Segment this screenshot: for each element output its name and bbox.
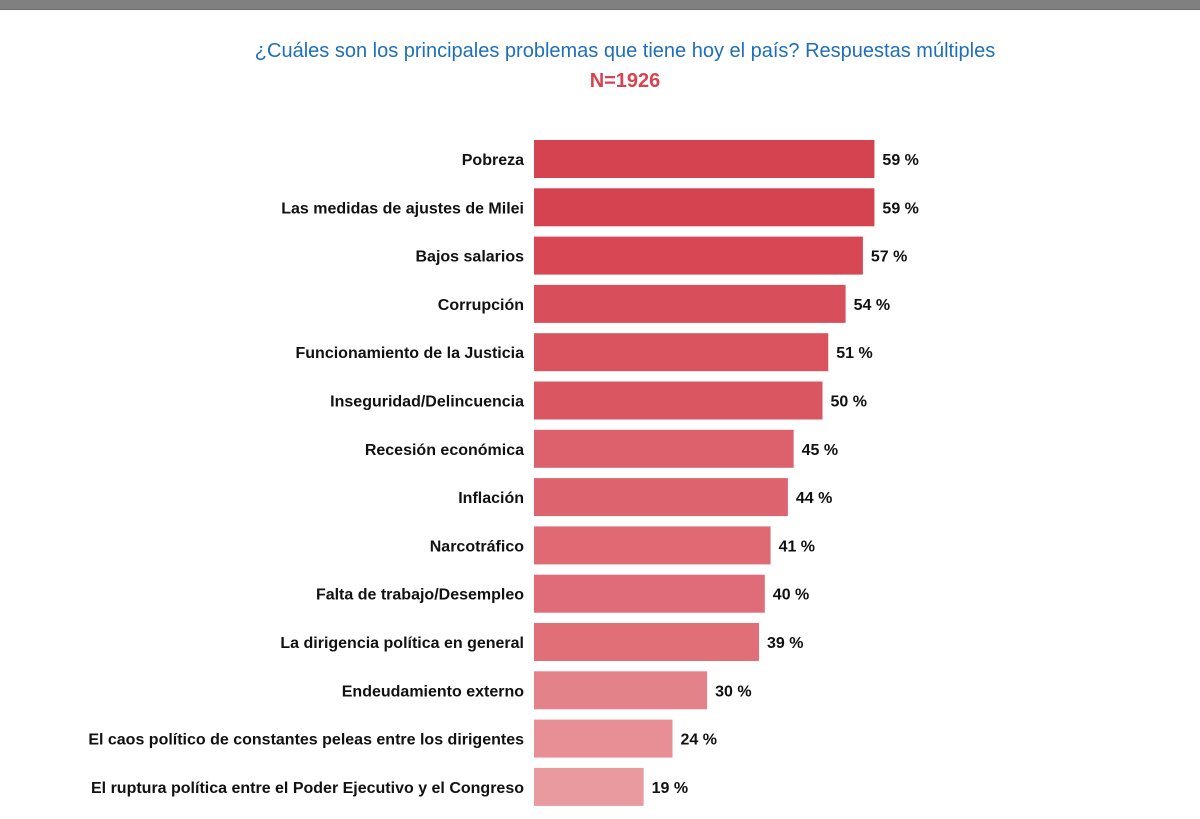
bar-group: Recesión económica 45 % bbox=[365, 429, 838, 468]
value-label: 59 % bbox=[882, 200, 918, 217]
bar bbox=[534, 623, 760, 661]
category-label: Pobreza bbox=[462, 152, 524, 169]
category-label: Narcotráfico bbox=[430, 538, 524, 555]
value-label: 19 % bbox=[652, 780, 688, 797]
value-label: 41 % bbox=[779, 538, 815, 555]
bar bbox=[534, 671, 708, 710]
category-label: Funcionamiento de la Justicia bbox=[296, 345, 525, 362]
bar bbox=[534, 526, 771, 565]
bar-group: Inflación 44 % bbox=[458, 478, 832, 517]
value-label: 51 % bbox=[836, 345, 872, 362]
value-label: 59 % bbox=[882, 152, 918, 169]
bar-group: Las medidas de ajustes de Milei 59 % bbox=[281, 188, 919, 227]
category-label: Endeudamiento externo bbox=[342, 683, 524, 700]
bar-group: Bajos salarios 57 % bbox=[416, 236, 907, 275]
bar bbox=[534, 429, 794, 468]
bar-group: Funcionamiento de la Justicia 51 % bbox=[296, 333, 873, 372]
value-label: 30 % bbox=[715, 683, 751, 700]
category-label: Bajos salarios bbox=[416, 249, 525, 266]
category-label: El ruptura política entre el Poder Ejecu… bbox=[91, 780, 524, 797]
value-label: 24 % bbox=[680, 732, 716, 749]
category-label: El caos político de constantes peleas en… bbox=[88, 732, 524, 749]
category-label: Recesión económica bbox=[365, 442, 524, 459]
bar-group: La dirigencia política en general 39 % bbox=[280, 623, 803, 661]
bar-group: Inseguridad/Delincuencia 50 % bbox=[330, 381, 867, 420]
value-label: 50 % bbox=[831, 394, 867, 411]
bar bbox=[534, 478, 788, 517]
bar-group: Endeudamiento externo 30 % bbox=[342, 671, 752, 710]
value-label: 54 % bbox=[854, 297, 890, 314]
bar bbox=[534, 381, 823, 420]
category-label: Corrupción bbox=[438, 297, 524, 314]
bar bbox=[534, 188, 875, 227]
value-label: 39 % bbox=[767, 635, 803, 652]
chart-title: ¿Cuáles son los principales problemas qu… bbox=[254, 40, 996, 62]
category-label: Falta de trabajo/Desempleo bbox=[316, 587, 524, 604]
bar-group: Corrupción 54 % bbox=[438, 284, 890, 323]
value-label: 40 % bbox=[773, 587, 809, 604]
category-label: Inflación bbox=[458, 490, 524, 507]
bar bbox=[534, 284, 846, 323]
category-label: La dirigencia política en general bbox=[280, 635, 524, 652]
chart-subtitle: N=1926 bbox=[589, 70, 661, 92]
category-label: Las medidas de ajustes de Milei bbox=[281, 200, 524, 217]
bar-group: El ruptura política entre el Poder Ejecu… bbox=[91, 767, 688, 806]
bar bbox=[534, 767, 644, 806]
bar bbox=[534, 333, 829, 372]
bar-group: Falta de trabajo/Desempleo 40 % bbox=[316, 574, 809, 613]
bar-group: Narcotráfico 41 % bbox=[430, 526, 815, 565]
bar bbox=[534, 140, 875, 178]
bar bbox=[534, 574, 765, 613]
value-label: 57 % bbox=[871, 249, 907, 266]
value-label: 44 % bbox=[796, 490, 832, 507]
bar bbox=[534, 719, 673, 758]
bar-group: El caos político de constantes peleas en… bbox=[88, 719, 717, 758]
bar bbox=[534, 236, 863, 275]
window-top-bar bbox=[0, 0, 1200, 10]
category-label: Inseguridad/Delincuencia bbox=[330, 394, 524, 411]
value-label: 45 % bbox=[802, 442, 838, 459]
bar-group: Pobreza 59 % bbox=[462, 140, 919, 178]
